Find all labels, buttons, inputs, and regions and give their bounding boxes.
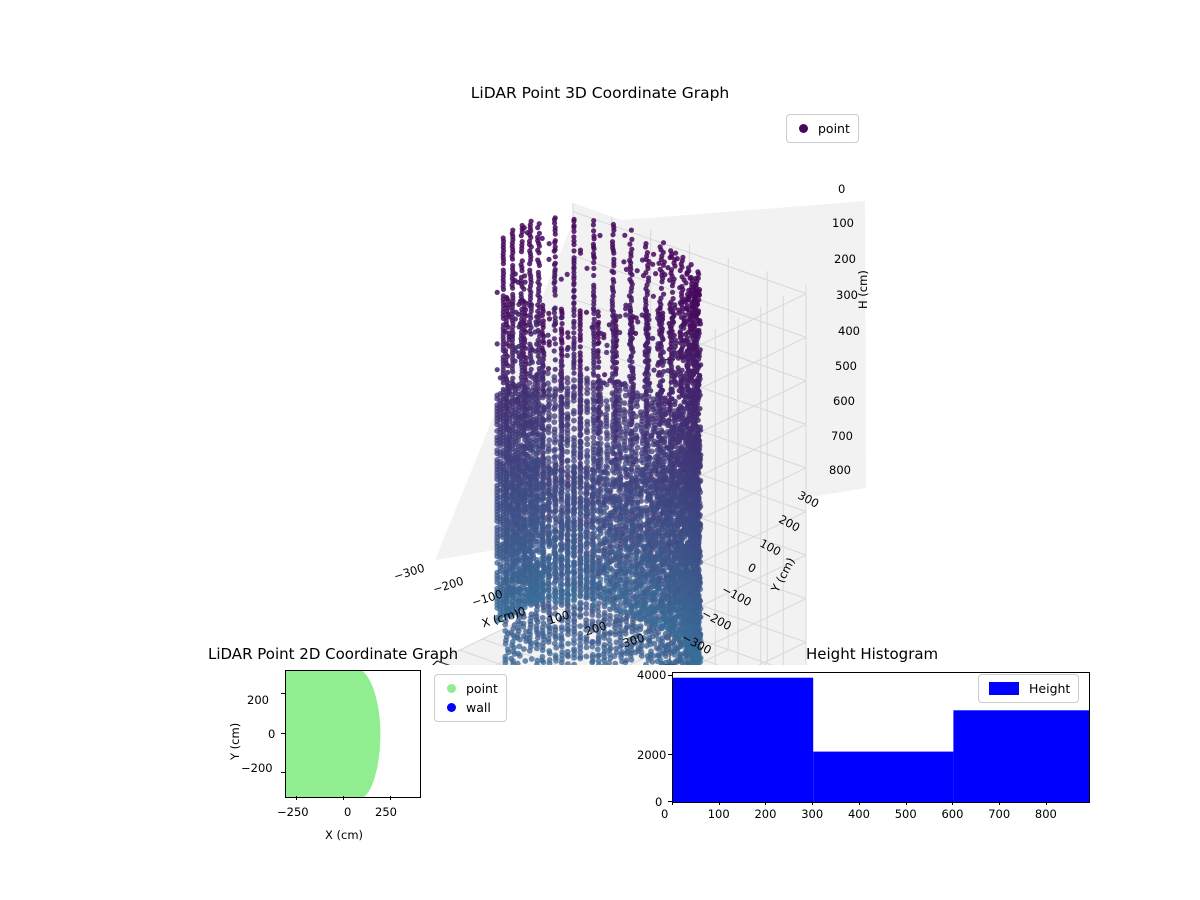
histogram-xtick-7: 700	[988, 807, 1011, 821]
plot2d-xtickmark-2	[390, 796, 391, 800]
plot2d-xtickmark-0	[296, 796, 297, 800]
histogram-xtickmark-0	[672, 801, 673, 805]
histogram-xtick-2: 200	[754, 807, 777, 821]
legend-item-point: point	[795, 119, 850, 138]
histogram-legend[interactable]: Height	[978, 674, 1080, 703]
histogram-xtick-0: 0	[661, 807, 669, 821]
histogram-ytick-2: 4000	[637, 668, 667, 682]
histogram-xtick-5: 500	[894, 807, 917, 821]
histogram-ytickmark-0	[668, 801, 672, 802]
histogram-ytickmark-2	[668, 675, 672, 676]
plot3d-legend[interactable]: point	[786, 114, 859, 143]
legend-label-point: point	[818, 121, 850, 136]
histogram-bar	[953, 710, 1089, 802]
plot2d-ytickmark-0	[281, 693, 285, 694]
histogram-xtickmark-4	[858, 801, 860, 805]
plot2d-xtick-0: −250	[277, 805, 309, 819]
legend-marker-height-icon	[989, 682, 1019, 695]
plot2d-axes	[285, 670, 421, 798]
plot2d-legend[interactable]: point wall	[434, 674, 507, 722]
plot2d-ytickmark-1	[281, 733, 285, 734]
histogram-xtickmark-6	[952, 801, 954, 805]
legend-item-height: Height	[987, 679, 1070, 698]
histogram-bars	[673, 677, 1089, 802]
legend-label-point: point	[466, 681, 498, 696]
legend-marker-point-icon	[799, 124, 808, 133]
plot3d-zaxis-label: H (cm)	[856, 270, 870, 309]
histogram-xtick-1: 100	[707, 807, 730, 821]
plot2d-title: LiDAR Point 2D Coordinate Graph	[208, 645, 459, 663]
histogram-title: Height Histogram	[806, 645, 939, 663]
plot3d-ztick-2: 200	[834, 252, 856, 266]
plot3d-ztick-0: 0	[838, 182, 846, 196]
plot2d-ytickmark-2	[281, 772, 285, 773]
histogram-xtickmark-8	[1045, 801, 1047, 805]
histogram-xtickmark-3	[812, 801, 814, 805]
plot2d-xaxis-label: X (cm)	[325, 828, 364, 842]
legend-item-point: point	[443, 679, 498, 698]
plot2d-xtick-2: 250	[375, 805, 397, 819]
plot2d-ytick-0: 200	[247, 693, 269, 707]
histogram-ytick-0: 0	[655, 795, 663, 809]
legend-label-wall: wall	[466, 700, 491, 715]
plot3d-ztick-4: 400	[838, 324, 860, 338]
histogram-ytick-1: 2000	[637, 748, 667, 762]
plot3d-point-cloud	[494, 215, 704, 665]
plot2d-xtick-1: 0	[344, 805, 352, 819]
plot2d-ytick-2: −200	[241, 761, 273, 775]
plot2d-ytick-1: 0	[268, 727, 276, 741]
histogram-ytickmark-1	[668, 754, 672, 755]
histogram-xtick-8: 800	[1034, 807, 1057, 821]
legend-label-height: Height	[1029, 681, 1071, 696]
histogram-xtick-3: 300	[801, 807, 824, 821]
histogram-xtickmark-2	[765, 801, 767, 805]
plot3d-axes	[300, 105, 900, 665]
plot2d-xtickmark-1	[343, 796, 344, 800]
histogram-xtickmark-5	[905, 801, 907, 805]
plot3d-ztick-3: 300	[836, 288, 858, 302]
plot3d-ztick-6: 600	[833, 394, 855, 408]
plot2d-point-region	[286, 671, 381, 797]
histogram-bar	[673, 677, 814, 802]
plot2d-yaxis-label: Y (cm)	[228, 722, 242, 760]
plot3d-title: LiDAR Point 3D Coordinate Graph	[470, 84, 730, 102]
histogram-bar	[813, 751, 954, 802]
legend-item-wall: wall	[443, 698, 498, 717]
histogram-xtick-6: 600	[941, 807, 964, 821]
legend-marker-point-icon	[447, 684, 456, 693]
plot3d-ztick-8: 800	[829, 463, 851, 477]
plot3d-ztick-1: 100	[832, 216, 854, 230]
plot3d-ztick-7: 700	[831, 429, 853, 443]
histogram-xtickmark-7	[999, 801, 1001, 805]
plot3d-ztick-5: 500	[835, 359, 857, 373]
histogram-xtickmark-1	[718, 801, 720, 805]
histogram-xtick-4: 400	[847, 807, 870, 821]
legend-marker-wall-icon	[447, 703, 456, 712]
